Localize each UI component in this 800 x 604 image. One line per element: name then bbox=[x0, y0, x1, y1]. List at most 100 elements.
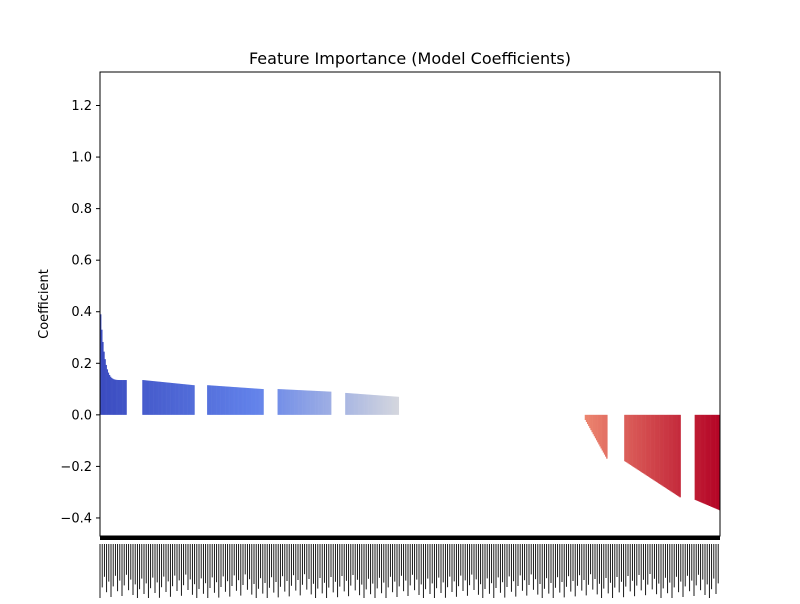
bar bbox=[256, 388, 259, 415]
bar bbox=[317, 391, 319, 415]
bar bbox=[677, 414, 679, 496]
bar bbox=[593, 414, 596, 437]
bar bbox=[645, 414, 648, 476]
bar bbox=[600, 414, 602, 449]
bar bbox=[253, 388, 255, 415]
bar bbox=[632, 414, 634, 467]
bar bbox=[356, 393, 358, 415]
bar bbox=[329, 391, 332, 415]
bar bbox=[216, 385, 218, 415]
bar bbox=[151, 380, 153, 415]
bar bbox=[655, 414, 658, 482]
bar bbox=[643, 414, 645, 474]
bar bbox=[668, 414, 670, 490]
bar bbox=[191, 384, 193, 415]
bar bbox=[115, 379, 117, 415]
bar bbox=[298, 390, 300, 415]
bar bbox=[240, 387, 243, 415]
bar bbox=[585, 414, 588, 423]
bar bbox=[714, 414, 716, 509]
bar bbox=[633, 414, 635, 468]
bar bbox=[222, 386, 225, 415]
bar bbox=[327, 391, 330, 415]
bar bbox=[323, 391, 325, 415]
bar bbox=[237, 387, 239, 415]
bar bbox=[229, 386, 232, 415]
bar bbox=[119, 380, 122, 415]
bar bbox=[661, 414, 663, 486]
bar bbox=[307, 390, 309, 415]
bar bbox=[629, 414, 632, 465]
bar bbox=[261, 388, 263, 415]
bar bbox=[717, 414, 720, 510]
bar bbox=[155, 381, 158, 415]
bar bbox=[299, 390, 301, 415]
bar bbox=[703, 414, 705, 504]
bar bbox=[103, 351, 105, 415]
bar bbox=[586, 414, 589, 425]
bar bbox=[208, 385, 210, 415]
bar bbox=[648, 414, 651, 478]
bar bbox=[154, 381, 157, 415]
bar bbox=[243, 387, 245, 415]
bar bbox=[252, 388, 254, 415]
bar bbox=[387, 396, 389, 415]
bar bbox=[597, 414, 599, 443]
bar bbox=[374, 395, 376, 415]
bar bbox=[123, 380, 125, 415]
bar bbox=[318, 391, 320, 415]
bar bbox=[328, 391, 331, 415]
bar bbox=[386, 395, 388, 415]
bar bbox=[287, 389, 290, 415]
bar bbox=[350, 393, 353, 415]
bar bbox=[303, 390, 306, 415]
bar bbox=[351, 393, 354, 415]
bar bbox=[117, 379, 120, 415]
bar bbox=[679, 414, 681, 498]
chart-title: Feature Importance (Model Coefficients) bbox=[249, 49, 571, 68]
bar bbox=[100, 314, 102, 415]
bar bbox=[107, 372, 110, 415]
bar bbox=[254, 388, 256, 415]
bar bbox=[224, 386, 226, 415]
bar bbox=[708, 414, 711, 506]
bar bbox=[697, 414, 700, 502]
bar bbox=[162, 382, 165, 415]
bar bbox=[396, 396, 398, 415]
y-tick-label: −0.4 bbox=[60, 511, 92, 526]
bar bbox=[659, 414, 661, 485]
bar bbox=[397, 396, 400, 415]
bar bbox=[314, 390, 316, 415]
bar bbox=[377, 395, 379, 415]
bar bbox=[218, 385, 220, 415]
bar bbox=[662, 414, 664, 487]
bar bbox=[231, 386, 234, 415]
bar bbox=[104, 359, 106, 415]
bar bbox=[584, 414, 587, 420]
bar bbox=[246, 387, 248, 415]
y-ticks-group: −0.4 −0.2 0.0 0.2 0.4 0.6 0.8 1.0 1.2 bbox=[60, 99, 100, 526]
bar bbox=[673, 414, 676, 494]
bar bbox=[321, 391, 324, 415]
bar bbox=[164, 382, 167, 415]
bar bbox=[189, 384, 192, 415]
bar bbox=[348, 393, 350, 415]
bar bbox=[656, 414, 659, 483]
bar bbox=[380, 395, 383, 415]
bar bbox=[209, 385, 211, 415]
bar bbox=[678, 414, 680, 497]
bar bbox=[163, 382, 166, 415]
bar bbox=[288, 389, 291, 415]
bar bbox=[601, 414, 604, 451]
bar bbox=[108, 374, 111, 415]
bar bbox=[599, 414, 601, 447]
bar bbox=[311, 390, 314, 415]
bar bbox=[695, 414, 698, 501]
bar bbox=[175, 383, 177, 415]
bar bbox=[702, 414, 704, 504]
bar bbox=[105, 364, 107, 415]
bar bbox=[369, 394, 372, 415]
bar bbox=[634, 414, 636, 468]
bar bbox=[111, 377, 113, 415]
bar bbox=[142, 380, 144, 415]
